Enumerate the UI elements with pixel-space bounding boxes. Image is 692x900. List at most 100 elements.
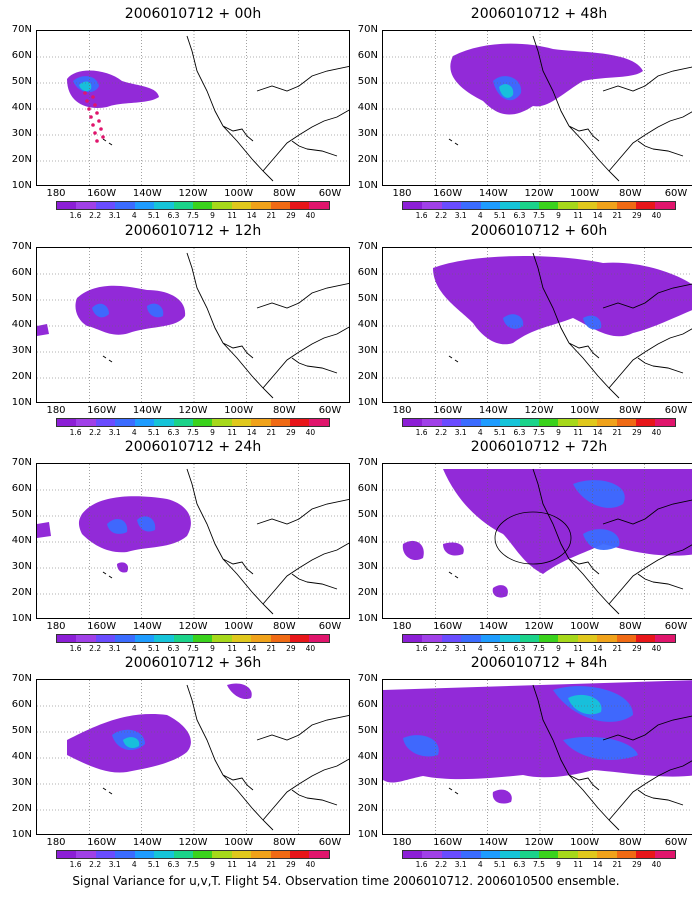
longitude-label: 60W [664, 837, 688, 848]
latitude-label: 30N [357, 561, 378, 572]
colorbar-swatch [95, 851, 116, 858]
flight-track-point [91, 123, 95, 127]
longitude-label: 140W [132, 405, 162, 416]
latitude-label: 10N [11, 613, 32, 624]
colorbar-swatch [212, 851, 232, 858]
variance-region [92, 303, 109, 318]
colorbar-swatch [134, 851, 155, 858]
colorbar-tick-label: 29 [632, 644, 642, 653]
panel-title: 2006010712 + 60h [470, 223, 608, 239]
latitude-label: 40N [11, 102, 32, 113]
colorbar-swatch [558, 202, 578, 209]
flight-track-point [93, 131, 97, 135]
latitude-label: 50N [357, 293, 378, 304]
colorbar-tick-label: 3.1 [454, 860, 467, 869]
latitude-label: 50N [11, 76, 32, 87]
longitude-label: 100W [570, 188, 600, 199]
panel-title: 2006010712 + 72h [470, 439, 608, 455]
colorbar-swatch [270, 851, 291, 858]
colorbar-swatch [231, 202, 252, 209]
longitude-label: 100W [224, 188, 254, 199]
colorbar-tick-label: 6.3 [513, 211, 526, 220]
colorbar-labels: 1.6 2.2 3.1 4 5.1 6.3 7.5 9 11 14 21 29 40 [56, 644, 330, 654]
hawaii-islands [102, 787, 113, 795]
latitude-label: 20N [357, 371, 378, 382]
colorbar-tick-label: 7.5 [533, 211, 545, 220]
colorbar-tick-label: 11 [227, 211, 237, 220]
longitude-label: 180 [392, 837, 412, 848]
colorbar-tick-label: 11 [227, 644, 237, 653]
colorbar-swatch [441, 419, 462, 426]
colorbar-tick-label: 1.6 [69, 644, 82, 653]
colorbar-swatch [231, 635, 252, 642]
longitude-label: 180 [46, 188, 66, 199]
variance-region [443, 469, 692, 574]
hawaii-islands [448, 138, 459, 146]
colorbar-swatch [422, 419, 442, 426]
colorbar-tick-label: 6.3 [167, 860, 180, 869]
longitude-label: 140W [132, 188, 162, 199]
colorbar-swatch [57, 635, 77, 642]
colorbar [56, 201, 330, 210]
variance-region [123, 737, 140, 748]
colorbar-tick-label: 5.1 [493, 644, 506, 653]
colorbar-tick-label: 3.1 [454, 428, 467, 437]
longitude-label: 80W [619, 621, 642, 632]
longitude-label: 120W [178, 621, 208, 632]
variance-region [433, 256, 692, 345]
colorbar-tick-label: 1.6 [415, 211, 428, 220]
colorbar-swatch [597, 635, 617, 642]
panel-title: 2006010712 + 00h [124, 6, 262, 22]
colorbar-swatch [616, 202, 637, 209]
longitude-label: 120W [524, 621, 554, 632]
colorbar-swatch [519, 419, 539, 426]
flight-track-point [87, 107, 91, 111]
variance-region [75, 285, 186, 335]
variance-region [492, 585, 508, 598]
colorbar-swatch [636, 851, 656, 858]
colorbar-tick-label: 1.6 [415, 644, 428, 653]
colorbar-swatch [173, 635, 193, 642]
colorbar-tick-label: 4 [477, 428, 483, 437]
map-svg [383, 31, 692, 185]
latitude-label: 40N [357, 102, 378, 113]
longitude-label: 120W [178, 837, 208, 848]
latitude-label: 10N [357, 829, 378, 840]
colorbar-tick-label: 1.6 [69, 860, 82, 869]
colorbar [56, 850, 330, 859]
latitude-label: 10N [357, 397, 378, 408]
colorbar-tick-label: 29 [286, 860, 296, 869]
colorbar-swatch [558, 851, 578, 858]
flight-track-point [99, 127, 103, 131]
variance-region [383, 680, 692, 783]
longitude-label: 160W [87, 621, 117, 632]
colorbar-swatch [636, 419, 656, 426]
longitude-label: 140W [478, 837, 508, 848]
colorbar-swatch [500, 419, 520, 426]
longitude-label: 80W [273, 188, 296, 199]
colorbar-swatch [76, 635, 96, 642]
colorbar-tick-label: 14 [246, 860, 257, 869]
colorbar-tick-label: 7.5 [187, 860, 199, 869]
colorbar-swatch [461, 202, 481, 209]
map-svg [37, 680, 349, 834]
colorbar-swatch [154, 202, 174, 209]
colorbar-tick-label: 14 [592, 860, 603, 869]
colorbar-swatch [192, 635, 213, 642]
colorbar-tick-label: 21 [266, 428, 277, 437]
hawaii-islands [102, 355, 113, 363]
variance-region [499, 84, 514, 98]
colorbar-tick-label: 1.6 [69, 428, 82, 437]
colorbar-tick-label: 2.2 [89, 211, 102, 220]
colorbar-tick-label: 6.3 [167, 428, 180, 437]
variance-region [227, 683, 252, 700]
latitude-label: 20N [357, 154, 378, 165]
colorbar-tick-label: 7.5 [533, 428, 545, 437]
latitude-label: 50N [357, 76, 378, 87]
longitude-label: 60W [318, 621, 342, 632]
colorbar-tick-label: 3.1 [108, 211, 121, 220]
colorbar-tick-label: 2.2 [89, 860, 102, 869]
longitude-label: 120W [178, 188, 208, 199]
latitude-label: 20N [11, 371, 32, 382]
map-panel [36, 463, 350, 619]
